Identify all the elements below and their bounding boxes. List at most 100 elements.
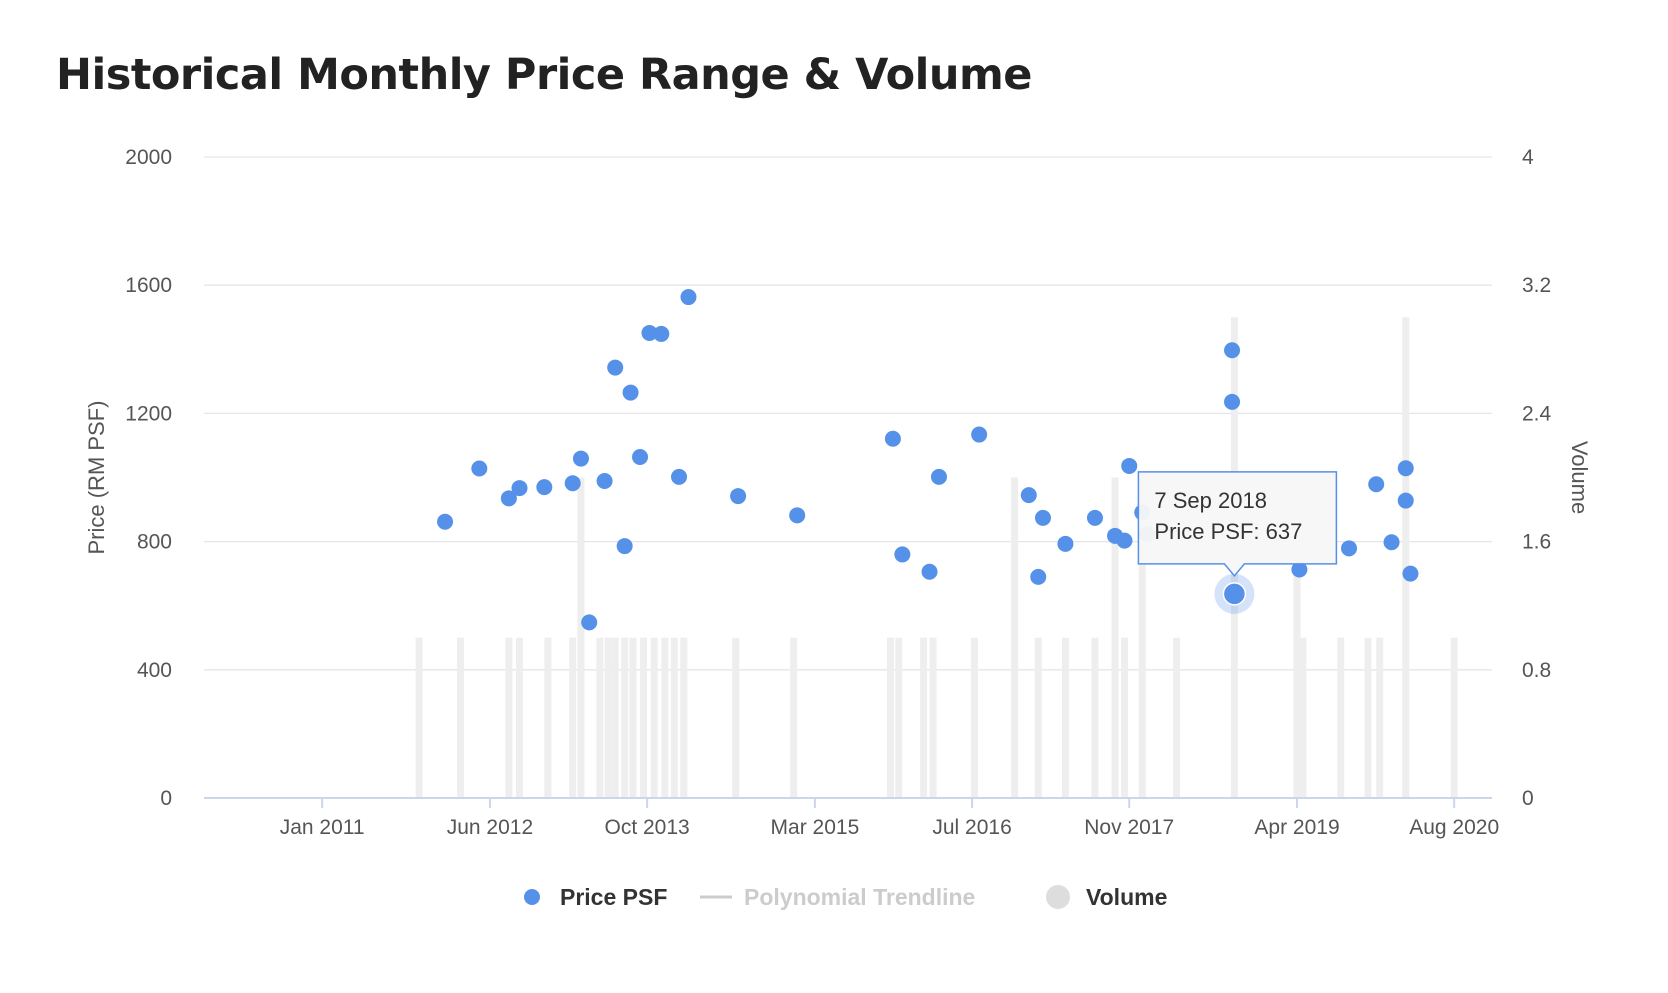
price-point[interactable]: [581, 614, 598, 631]
volume-bar: [1364, 637, 1372, 798]
legend-marker-icon: [524, 889, 540, 905]
legend-marker-icon: [1046, 885, 1070, 909]
volume-bar: [456, 637, 464, 798]
y2-tick-label: 0.8: [1522, 659, 1551, 682]
y2-tick-label: 4: [1522, 146, 1534, 169]
price-point[interactable]: [607, 359, 624, 376]
price-point[interactable]: [536, 479, 553, 496]
x-tick-label: Jul 2016: [932, 816, 1011, 839]
volume-bar: [1376, 637, 1384, 798]
volume-bar: [1091, 637, 1099, 798]
price-point[interactable]: [511, 480, 528, 497]
legend-item[interactable]: Polynomial Trendline: [700, 884, 975, 910]
volume-bar: [887, 637, 895, 798]
volume-bar: [596, 637, 604, 798]
y-axis-title: Price (RM PSF): [84, 401, 109, 555]
legend[interactable]: Price PSF Polynomial Trendline Volume: [524, 884, 1167, 910]
price-point[interactable]: [596, 473, 613, 490]
price-point[interactable]: [1224, 393, 1241, 410]
price-point[interactable]: [437, 513, 454, 530]
y-tick-label: 1200: [125, 402, 172, 425]
tooltip-box: [1137, 471, 1338, 578]
volume-bar: [1450, 637, 1458, 798]
volume-bar: [920, 637, 928, 798]
volume-bar: [1172, 637, 1180, 798]
volume-bar: [929, 637, 937, 798]
price-point[interactable]: [930, 468, 947, 485]
price-point[interactable]: [1121, 457, 1138, 474]
volume-bar: [1337, 637, 1345, 798]
price-points[interactable]: [437, 289, 1419, 631]
volume-bar: [1111, 477, 1119, 798]
volume-bar: [680, 637, 688, 798]
volume-bar: [544, 637, 552, 798]
price-point[interactable]: [622, 384, 639, 401]
x-tick-label: Mar 2015: [771, 816, 860, 839]
volume-bar: [577, 477, 585, 798]
volume-bar: [415, 637, 423, 798]
volume-bar: [970, 637, 978, 798]
volume-bar: [1138, 477, 1146, 798]
price-point[interactable]: [1057, 535, 1074, 552]
price-point[interactable]: [1034, 509, 1051, 526]
volume-bar: [650, 637, 658, 798]
legend-label: Price PSF: [560, 884, 667, 910]
price-point[interactable]: [921, 563, 938, 580]
price-point[interactable]: [641, 324, 658, 341]
y2-tick-label: 3.2: [1522, 274, 1551, 297]
price-point[interactable]: [616, 538, 633, 555]
price-point[interactable]: [671, 468, 688, 485]
y-tick-label: 1600: [125, 274, 172, 297]
price-point[interactable]: [680, 289, 697, 306]
price-point[interactable]: [1368, 476, 1385, 493]
y-tick-label: 0: [160, 787, 172, 810]
price-point[interactable]: [471, 460, 488, 477]
volume-bar: [629, 637, 637, 798]
price-point[interactable]: [971, 426, 988, 443]
volume-bar: [505, 637, 513, 798]
volume-bar: [611, 637, 619, 798]
price-point[interactable]: [1224, 342, 1241, 359]
y-tick-label: 2000: [125, 146, 172, 169]
price-point[interactable]: [564, 475, 581, 492]
price-point[interactable]: [1030, 568, 1047, 585]
price-point[interactable]: [730, 488, 747, 505]
legend-item[interactable]: Price PSF: [524, 884, 667, 910]
price-point[interactable]: [500, 490, 517, 507]
price-point[interactable]: [653, 325, 670, 342]
price-point[interactable]: [1402, 565, 1419, 582]
legend-item[interactable]: Volume: [1046, 884, 1167, 910]
price-point[interactable]: [1020, 487, 1037, 504]
price-point[interactable]: [632, 448, 649, 465]
price-point[interactable]: [789, 507, 806, 524]
volume-bar: [604, 637, 612, 798]
price-point[interactable]: [884, 430, 901, 447]
axes: 0 400 800 1200 1600 2000 0 0.8 1.6 2.4 3.2 4 Jan 201…: [84, 146, 1592, 839]
volume-bar: [516, 637, 524, 798]
y-tick-label: 400: [137, 659, 172, 682]
price-point[interactable]: [1397, 460, 1414, 477]
price-point[interactable]: [572, 450, 589, 467]
price-point[interactable]: [1086, 509, 1103, 526]
volume-bar: [1121, 637, 1129, 798]
price-point[interactable]: [1341, 540, 1358, 557]
volume-bar: [1293, 477, 1301, 798]
volume-bar: [569, 637, 577, 798]
price-point[interactable]: [1116, 532, 1133, 549]
price-point[interactable]: [1291, 561, 1308, 578]
y2-tick-label: 0: [1522, 787, 1534, 810]
x-tick-label: Oct 2013: [605, 816, 690, 839]
price-point[interactable]: [1222, 582, 1247, 606]
volume-bar: [1034, 637, 1042, 798]
y2-axis-title: Volume: [1567, 441, 1592, 514]
volume-bar: [1061, 637, 1069, 798]
price-point[interactable]: [1397, 492, 1414, 509]
volume-bar: [640, 637, 648, 798]
price-point[interactable]: [1383, 534, 1400, 551]
volume-bar: [1402, 317, 1410, 798]
price-point[interactable]: [894, 546, 911, 563]
x-tick-label: Jan 2011: [280, 816, 365, 839]
legend-label: Volume: [1086, 884, 1167, 910]
page-title: Historical Monthly Price Range & Volume: [56, 50, 1032, 100]
